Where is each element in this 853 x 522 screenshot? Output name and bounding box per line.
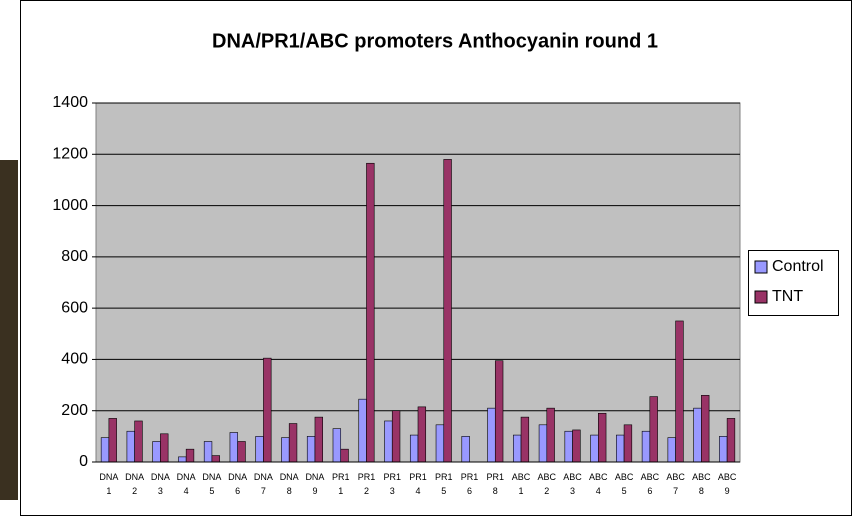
x-tick-label: ABC 1	[512, 472, 531, 496]
bar	[693, 407, 702, 463]
x-tick-label: DNA 9	[305, 472, 324, 496]
legend-swatch	[754, 290, 768, 304]
bar	[546, 407, 555, 463]
x-tick-label: ABC 6	[641, 472, 660, 496]
bar	[100, 437, 110, 463]
bar	[564, 430, 573, 463]
bar	[255, 436, 264, 463]
bar	[598, 412, 607, 463]
x-tick-label: PR1 2	[358, 472, 376, 496]
bar	[152, 441, 161, 463]
bar	[314, 416, 323, 463]
y-tick-label: 1400	[52, 94, 88, 111]
bar	[178, 456, 187, 463]
chart-title: DNA/PR1/ABC promoters Anthocyanin round …	[212, 30, 658, 52]
x-tick-label: ABC 2	[538, 472, 557, 496]
bar	[538, 424, 548, 463]
x-tick-label: ABC 7	[666, 472, 685, 496]
legend-swatch	[754, 260, 768, 274]
x-tick-label: ABC 9	[718, 472, 737, 496]
bar	[461, 436, 470, 463]
y-tick-label: 400	[61, 351, 88, 368]
x-tick-label: DNA 6	[228, 472, 247, 496]
bar	[701, 395, 710, 463]
bar	[237, 441, 246, 463]
x-tick-label: DNA 3	[151, 472, 170, 496]
x-tick-label: DNA 2	[125, 472, 144, 496]
x-tick-label: PR1 6	[461, 472, 479, 496]
bar	[229, 432, 238, 463]
bar	[494, 360, 504, 463]
bar	[126, 430, 135, 463]
x-tick-label: ABC 3	[563, 472, 582, 496]
bar	[134, 420, 143, 463]
bar	[649, 396, 658, 463]
bar	[358, 398, 367, 463]
x-tick-label: ABC 8	[692, 472, 711, 496]
legend-label: Control	[772, 258, 824, 275]
bar	[616, 434, 625, 463]
x-tick-label: PR1 4	[409, 472, 427, 496]
bar	[203, 441, 213, 463]
x-tick-label: PR1 8	[487, 472, 505, 496]
bar	[487, 407, 496, 463]
plot-area	[95, 102, 741, 463]
bar	[366, 162, 375, 463]
bar	[288, 423, 298, 463]
y-tick-label: 600	[61, 299, 88, 316]
x-tick-label: ABC 5	[615, 472, 634, 496]
bar	[667, 437, 676, 463]
bar	[306, 436, 316, 463]
bar	[417, 406, 427, 463]
x-tick-label: DNA 1	[99, 472, 118, 496]
bar	[281, 437, 290, 463]
bar	[340, 448, 349, 463]
background-strip	[0, 160, 18, 500]
bar	[719, 436, 728, 463]
bar	[391, 410, 401, 463]
x-tick-label: PR1 1	[332, 472, 350, 496]
bar	[332, 428, 342, 463]
bar	[211, 455, 220, 463]
bar	[726, 418, 736, 463]
bar	[520, 416, 530, 463]
bar	[443, 159, 452, 463]
x-tick-label: PR1 5	[435, 472, 453, 496]
x-tick-label: DNA 7	[254, 472, 273, 496]
x-tick-label: ABC 4	[589, 472, 608, 496]
bar	[185, 448, 195, 463]
x-tick-label: DNA 5	[202, 472, 221, 496]
bar	[160, 433, 169, 463]
bar	[384, 420, 393, 463]
bar	[675, 320, 684, 463]
y-tick-label: 1200	[52, 146, 88, 163]
bar	[572, 429, 581, 463]
x-tick-label: DNA 4	[177, 472, 196, 496]
bar	[108, 418, 117, 463]
y-tick-label: 200	[61, 402, 88, 419]
bar	[409, 434, 419, 463]
bar	[623, 424, 633, 463]
legend-label: TNT	[772, 288, 803, 305]
bar	[263, 357, 272, 463]
y-tick-label: 0	[79, 453, 88, 470]
y-tick-label: 800	[61, 248, 88, 265]
bar	[590, 434, 599, 463]
bar	[513, 434, 522, 463]
bar	[641, 430, 651, 463]
x-tick-label: PR1 3	[383, 472, 401, 496]
x-tick-label: DNA 8	[280, 472, 299, 496]
bar	[435, 424, 445, 463]
y-tick-label: 1000	[52, 197, 88, 214]
